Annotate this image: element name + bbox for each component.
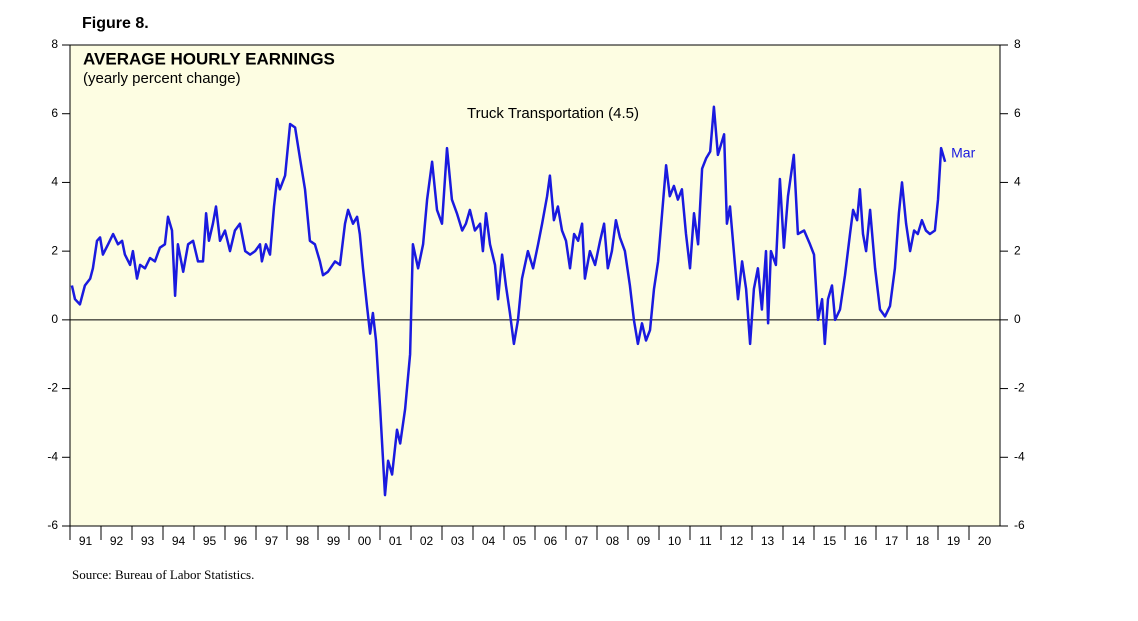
x-tick-label: 05: [513, 534, 527, 548]
x-tick-label: 07: [575, 534, 589, 548]
y-tick-label: -6: [47, 518, 58, 532]
y-tick-label: -2: [47, 381, 58, 395]
y2-tick-label: 2: [1014, 243, 1021, 257]
x-tick-label: 14: [792, 534, 806, 548]
y2-tick-label: -4: [1014, 449, 1025, 463]
x-tick-label: 98: [296, 534, 310, 548]
series-label: Truck Transportation (4.5): [467, 105, 639, 122]
y-tick-label: 0: [51, 312, 58, 326]
x-tick-label: 94: [172, 534, 186, 548]
y-tick-label: 2: [51, 243, 58, 257]
x-tick-label: 92: [110, 534, 124, 548]
x-tick-label: 96: [234, 534, 248, 548]
x-tick-label: 12: [730, 534, 744, 548]
x-tick-label: 00: [358, 534, 372, 548]
chart-subtitle: (yearly percent change): [83, 70, 241, 87]
x-tick-label: 10: [668, 534, 682, 548]
x-tick-label: 11: [699, 534, 712, 548]
y-tick-label: -4: [47, 449, 58, 463]
x-tick-label: 97: [265, 534, 279, 548]
x-tick-label: 04: [482, 534, 496, 548]
x-tick-label: 08: [606, 534, 620, 548]
y-tick-label: 6: [51, 106, 58, 120]
x-tick-label: 93: [141, 534, 155, 548]
x-tick-label: 06: [544, 534, 558, 548]
x-tick-label: 01: [389, 534, 403, 548]
y2-tick-label: 8: [1014, 37, 1021, 51]
source-note: Source: Bureau of Labor Statistics.: [72, 567, 254, 582]
data-line: [70, 105, 947, 497]
plot-background: [69, 44, 1001, 527]
x-tick-label: 17: [885, 534, 899, 548]
x-tick-label: 19: [947, 534, 961, 548]
y2-tick-label: 0: [1014, 312, 1021, 326]
x-tick-label: 03: [451, 534, 465, 548]
y2-tick-label: -6: [1014, 518, 1025, 532]
figure-label: Figure 8.: [82, 15, 149, 32]
x-tick-label: 09: [637, 534, 651, 548]
x-tick-label: 13: [761, 534, 775, 548]
chart-title: AVERAGE HOURLY EARNINGS: [83, 49, 335, 68]
x-tick-label: 02: [420, 534, 434, 548]
x-tick-label: 95: [203, 534, 217, 548]
end-annotation: Mar: [951, 145, 975, 161]
y2-tick-label: 4: [1014, 175, 1021, 189]
y2-tick-label: 6: [1014, 106, 1021, 120]
x-tick-label: 18: [916, 534, 930, 548]
y-tick-label: 8: [51, 37, 58, 51]
x-tick-label: 20: [978, 534, 992, 548]
y-tick-label: 4: [51, 175, 58, 189]
y2-tick-label: -2: [1014, 381, 1025, 395]
x-tick-label: 15: [823, 534, 837, 548]
x-tick-label: 99: [327, 534, 341, 548]
x-tick-label: 16: [854, 534, 868, 548]
x-tick-label: 91: [79, 534, 93, 548]
